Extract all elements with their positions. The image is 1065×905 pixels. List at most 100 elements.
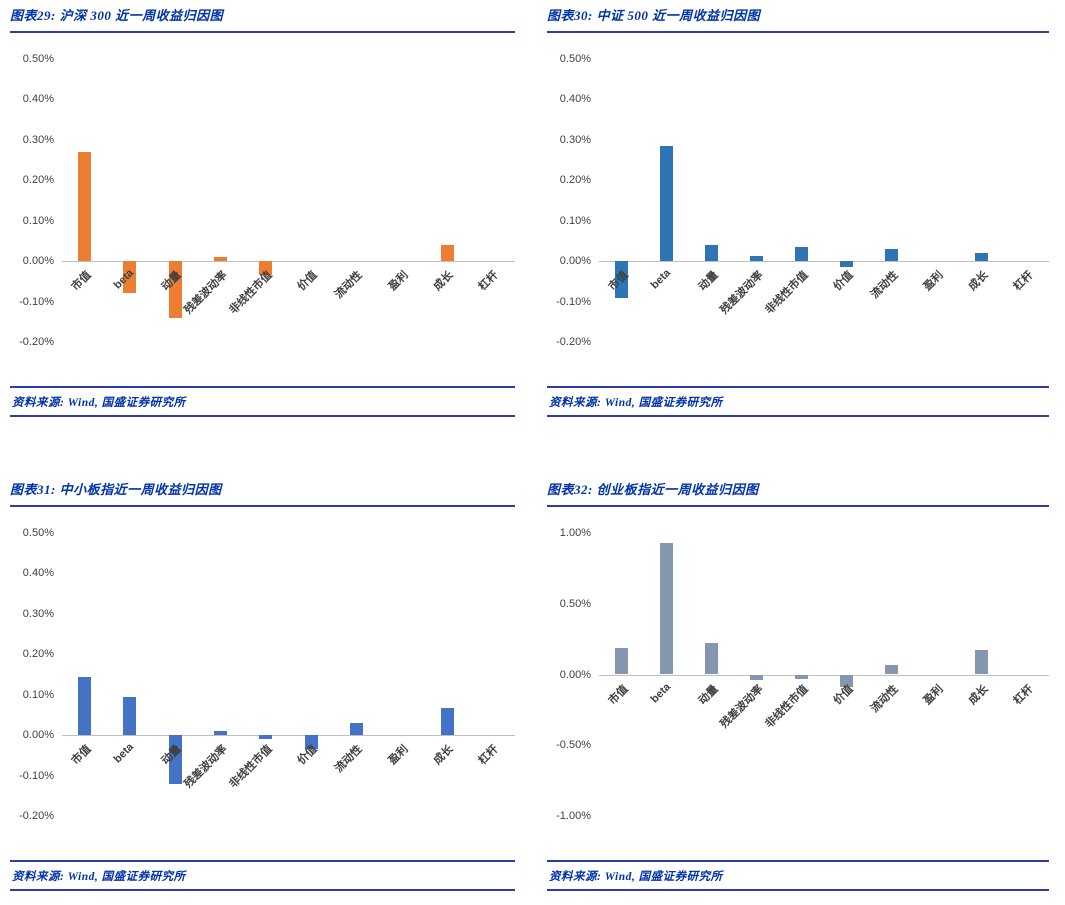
panel-bottom-divider — [10, 889, 515, 891]
title-divider — [547, 505, 1049, 507]
bar — [304, 735, 318, 750]
bar — [123, 261, 137, 294]
x-category-label: 残差波动率 — [717, 682, 766, 730]
y-tick-label: 0.00% — [559, 668, 591, 681]
x-category-label: 盈利 — [921, 682, 946, 707]
y-tick-label: -1.00% — [556, 810, 591, 822]
plot-area: 市值 beta 动量 残差波动率 非线性市值 价值 流动性 盈利 成长 杠杆 — [599, 515, 1049, 860]
x-category-label: 杠杆 — [476, 743, 501, 768]
bar — [750, 674, 763, 681]
chart-title: 图表31: 中小板指近一周收益归因图 — [10, 482, 222, 497]
title-divider — [10, 505, 515, 507]
x-category-label: 成长 — [966, 269, 991, 294]
y-tick-label: -0.10% — [19, 295, 54, 308]
x-category-label: 流动性 — [868, 682, 901, 715]
y-tick-label: 0.10% — [22, 214, 54, 227]
x-category-label: 动量 — [696, 269, 721, 294]
y-axis-labels: 1.00% 0.50% 0.00% -0.50% -1.00% — [547, 515, 599, 860]
bar — [214, 257, 228, 262]
y-tick-label: 0.50% — [22, 53, 54, 65]
bar — [259, 735, 273, 740]
y-tick-label: -0.20% — [19, 810, 54, 822]
bar — [259, 261, 273, 276]
x-category-label: 流动性 — [868, 269, 901, 302]
plot-wrap: 0.50% 0.40% 0.30% 0.20% 0.10% 0.00% -0.10% -0.2… — [547, 41, 1049, 386]
y-tick-label: 0.00% — [559, 255, 591, 268]
y-tick-label: 0.20% — [22, 648, 54, 661]
chart-title: 图表29: 沪深 300 近一周收益归因图 — [10, 8, 224, 23]
bar — [795, 674, 808, 679]
bar — [78, 676, 92, 736]
title-divider — [547, 31, 1049, 33]
x-category-label: 杠杆 — [476, 269, 501, 294]
bar — [840, 674, 853, 688]
x-category-label: 成长 — [966, 682, 991, 707]
y-tick-label: 0.30% — [22, 607, 54, 620]
y-tick-label: 0.40% — [559, 93, 591, 106]
x-category-label: 杠杆 — [1011, 682, 1036, 707]
x-category-label: 成长 — [431, 743, 456, 768]
bar — [705, 244, 718, 262]
panel-bottom-divider — [10, 415, 515, 417]
x-category-label: 杠杆 — [1011, 269, 1036, 294]
bar — [660, 145, 673, 262]
x-category-label: beta — [111, 741, 137, 766]
y-tick-label: 0.10% — [22, 688, 54, 701]
y-axis-labels: 0.50% 0.40% 0.30% 0.20% 0.10% 0.00% -0.10% -0.2… — [10, 515, 62, 860]
bar — [975, 650, 988, 675]
chart-bottom-divider — [547, 386, 1049, 388]
plot-area: 市值 beta 动量 残差波动率 非线性市值 价值 流动性 盈利 成长 杠杆 — [62, 41, 515, 386]
x-category-label: 残差波动率 — [181, 743, 230, 791]
x-axis-line — [599, 674, 1049, 676]
plot-wrap: 0.50% 0.40% 0.30% 0.20% 0.10% 0.00% -0.10% -0.2… — [10, 41, 515, 386]
bar — [440, 707, 454, 736]
bar — [660, 542, 673, 675]
bar — [885, 249, 898, 262]
plot-wrap: 1.00% 0.50% 0.00% -0.50% -1.00% 市值 beta 动量 残差波动… — [547, 515, 1049, 860]
y-axis-labels: 0.50% 0.40% 0.30% 0.20% 0.10% 0.00% -0.10% -0.2… — [10, 41, 62, 386]
bar — [795, 246, 808, 262]
panel-bottom-divider — [547, 415, 1049, 417]
chart-panel: 图表29: 沪深 300 近一周收益归因图 0.50% 0.40% 0.30% 0.2… — [0, 5, 535, 417]
y-tick-label: 0.00% — [22, 729, 54, 742]
y-tick-label: -0.20% — [556, 336, 591, 348]
y-tick-label: 0.30% — [559, 133, 591, 146]
y-tick-label: 0.50% — [22, 527, 54, 539]
source-text: 资料来源: Wind, 国盛证券研究所 — [12, 397, 186, 409]
chart-bottom-divider — [10, 860, 515, 862]
x-category-label: 残差波动率 — [717, 269, 766, 317]
x-category-label: 非线性市值 — [762, 269, 811, 317]
x-category-label: 盈利 — [921, 269, 946, 294]
x-category-label: 盈利 — [386, 269, 411, 294]
x-category-label: 价值 — [831, 269, 856, 294]
bar — [123, 696, 137, 736]
x-category-label: 盈利 — [386, 743, 411, 768]
y-tick-label: -0.20% — [19, 336, 54, 348]
x-category-label: 流动性 — [333, 743, 366, 776]
y-tick-label: -0.10% — [556, 295, 591, 308]
bar — [168, 261, 182, 318]
y-tick-label: 0.00% — [22, 255, 54, 268]
title-divider — [10, 31, 515, 33]
bar — [840, 261, 853, 268]
x-category-label: 价值 — [295, 269, 320, 294]
bar — [349, 723, 363, 736]
x-category-label: 市值 — [69, 743, 94, 768]
bar — [975, 253, 988, 262]
x-category-label: 市值 — [69, 269, 94, 294]
bar — [885, 664, 898, 675]
bar — [78, 151, 92, 262]
y-tick-label: -0.10% — [19, 769, 54, 782]
plot-wrap: 0.50% 0.40% 0.30% 0.20% 0.10% 0.00% -0.10% -0.2… — [10, 515, 515, 860]
plot-area: 市值 beta 动量 残差波动率 非线性市值 价值 流动性 盈利 成长 杠杆 — [62, 515, 515, 860]
x-category-label: beta — [648, 267, 673, 292]
chart-title: 图表32: 创业板指近一周收益归因图 — [547, 482, 759, 497]
bar — [750, 256, 763, 262]
source-text: 资料来源: Wind, 国盛证券研究所 — [549, 871, 723, 883]
chart-panel: 图表32: 创业板指近一周收益归因图 1.00% 0.50% 0.00% -0.50%… — [535, 479, 1065, 891]
x-category-label: 成长 — [431, 269, 456, 294]
x-axis-line — [62, 735, 515, 737]
bar — [214, 731, 228, 736]
y-tick-label: 0.40% — [22, 93, 54, 106]
y-axis-labels: 0.50% 0.40% 0.30% 0.20% 0.10% 0.00% -0.10% -0.2… — [547, 41, 599, 386]
